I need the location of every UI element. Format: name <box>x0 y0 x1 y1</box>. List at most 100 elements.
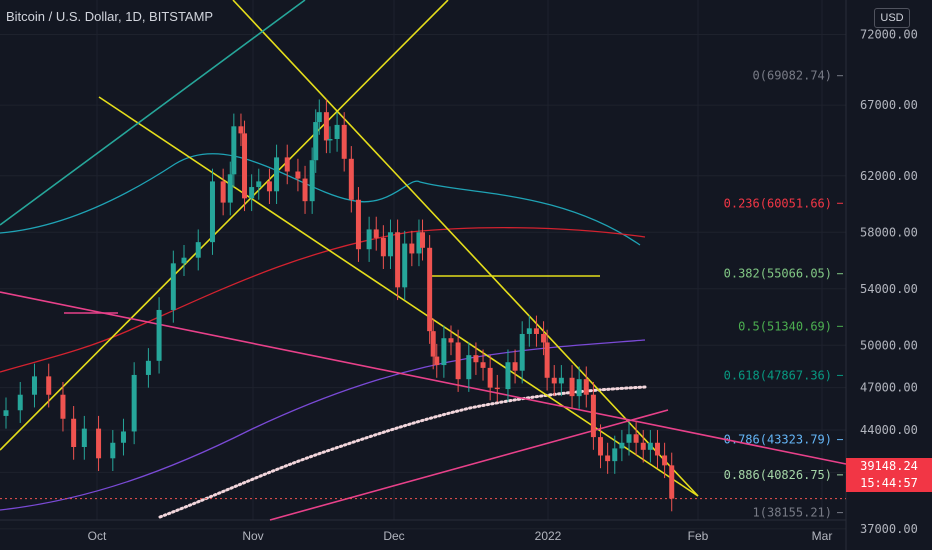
ma-dotted-line <box>158 385 647 519</box>
candle-body <box>295 171 301 179</box>
candle-body <box>238 126 244 134</box>
candle-body <box>455 342 461 380</box>
candle-body <box>526 328 532 334</box>
candle-body <box>110 442 116 459</box>
candle-body <box>71 418 77 447</box>
candle-body <box>541 333 547 343</box>
candle-body <box>131 374 137 432</box>
candle-body <box>551 377 557 384</box>
fib-level-label: 0.5(51340.69) <box>738 319 832 333</box>
candle-body <box>416 232 422 254</box>
trendline-rising-yellow <box>0 0 449 451</box>
y-tick-label: 54000.00 <box>860 282 918 296</box>
candle-body <box>266 181 272 192</box>
candle-body <box>633 434 639 443</box>
candle-body <box>302 178 308 202</box>
candle-body <box>647 442 653 450</box>
candle-body <box>256 181 262 188</box>
candle-body <box>380 237 386 257</box>
x-tick-label: Mar <box>812 529 833 543</box>
candle-body <box>487 367 493 388</box>
candle-body <box>46 376 52 395</box>
candle-body <box>327 139 333 141</box>
candle-body <box>473 355 479 363</box>
candle-body <box>654 442 660 456</box>
candle-body <box>409 243 415 254</box>
candle-body <box>558 377 564 384</box>
candle-body <box>145 360 151 375</box>
candle-body <box>427 247 433 332</box>
candle-body <box>448 338 454 343</box>
x-tick-label: Dec <box>383 529 404 543</box>
candle-body <box>430 331 436 357</box>
candle-body <box>81 428 87 447</box>
candle-body <box>120 431 126 443</box>
candle-body <box>420 232 426 248</box>
candle-body <box>366 229 372 250</box>
candle-body <box>402 243 408 288</box>
fib-level-label: 0.786(43323.79) <box>724 433 832 447</box>
candle-body <box>373 229 379 238</box>
candle-body <box>249 187 255 199</box>
candle-body <box>466 355 472 380</box>
y-tick-label: 44000.00 <box>860 423 918 437</box>
last-price-badge[interactable]: 39148.24 15:44:57 <box>846 458 932 492</box>
candle-body <box>512 362 518 371</box>
x-tick-label: Oct <box>88 529 107 543</box>
candle-body <box>231 126 237 175</box>
candle-body <box>220 181 226 203</box>
fib-level-label: 0.382(55066.05) <box>724 267 832 281</box>
y-tick-label: 37000.00 <box>860 522 918 536</box>
trendline-falling-wedge-upper <box>232 0 699 497</box>
candle-body <box>544 342 550 378</box>
candle-body <box>209 181 215 243</box>
candle-body <box>569 377 575 397</box>
candle-body <box>669 465 675 499</box>
ma-red-line <box>0 227 646 373</box>
candle-body <box>626 434 632 443</box>
candle-body <box>170 263 176 310</box>
y-tick-label: 62000.00 <box>860 169 918 183</box>
fib-level-label: 1(38155.21) <box>753 506 832 520</box>
candle-body <box>480 362 486 368</box>
symbol-title: Bitcoin / U.S. Dollar, 1D, BITSTAMP <box>6 9 214 24</box>
candle-body <box>640 442 646 450</box>
y-tick-label: 67000.00 <box>860 98 918 112</box>
candle-body <box>156 309 162 361</box>
candle-body <box>605 455 611 462</box>
candle-body <box>494 387 500 390</box>
fib-level-label: 0(69082.74) <box>753 69 832 83</box>
candle-body <box>313 122 319 161</box>
candle-body <box>334 124 340 140</box>
candle-body <box>284 157 290 172</box>
fib-level-label: 0.886(40826.75) <box>724 468 832 482</box>
last-price-value: 39148.24 <box>860 459 918 473</box>
x-tick-label: Nov <box>242 529 263 543</box>
candle-body <box>434 356 440 366</box>
candle-body <box>316 112 322 123</box>
candle-body <box>505 362 511 390</box>
candle-body <box>590 394 596 438</box>
candle-body <box>309 160 315 202</box>
candle-body <box>355 199 361 250</box>
candle-body <box>395 232 401 288</box>
y-tick-label: 50000.00 <box>860 338 918 352</box>
candle-body <box>60 394 66 419</box>
candle-body <box>341 124 347 159</box>
candle-body <box>612 448 618 462</box>
candle-body <box>3 410 9 416</box>
ma-teal-line <box>0 153 641 246</box>
candle-body <box>96 428 102 459</box>
currency-button[interactable]: USD <box>874 8 910 28</box>
trendline-rising-teal <box>0 0 306 226</box>
fib-level-label: 0.618(47867.36) <box>724 368 832 382</box>
candle-body <box>662 455 668 466</box>
y-tick-label: 47000.00 <box>860 381 918 395</box>
candle-body <box>227 174 233 203</box>
candle-body <box>598 437 604 456</box>
candle-body <box>583 379 589 395</box>
trendline-pink-ascending <box>269 409 669 521</box>
